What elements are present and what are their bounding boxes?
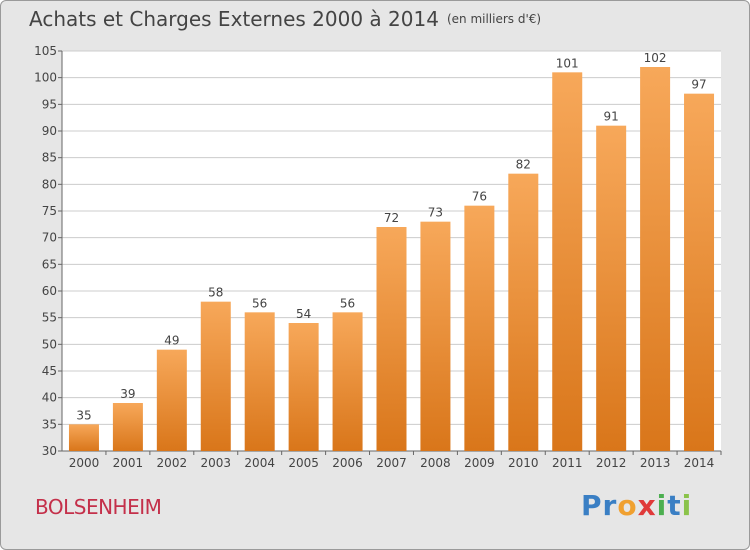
logo-letter: t <box>667 489 682 522</box>
data-label: 72 <box>384 211 399 225</box>
commune-name: BOLSENHEIM <box>35 495 162 519</box>
y-tick-label: 60 <box>42 284 57 298</box>
y-tick-label: 70 <box>42 231 57 245</box>
y-tick-label: 85 <box>42 151 57 165</box>
y-tick-label: 30 <box>42 444 57 458</box>
plot-area: 30 35 40 45 50 55 60 65 70 75 80 85 90 95 100 105 35 2000… <box>34 44 722 470</box>
data-label: 102 <box>644 51 667 65</box>
logo-letter: i <box>681 489 693 522</box>
chart-title: Achats et Charges Externes 2000 à 2014 (e… <box>29 7 541 31</box>
x-tick-label: 2001 <box>113 456 144 470</box>
x-tick-label: 2007 <box>376 456 407 470</box>
x-tick-label: 2004 <box>244 456 275 470</box>
x-tick-label: 2006 <box>332 456 363 470</box>
bar <box>112 403 143 451</box>
data-label: 54 <box>296 307 311 321</box>
data-label: 49 <box>164 334 179 348</box>
y-tick-label: 65 <box>42 257 57 271</box>
x-tick-label: 2012 <box>596 456 627 470</box>
x-tick-label: 2000 <box>69 456 100 470</box>
bar <box>200 301 231 451</box>
y-tick-label: 80 <box>42 177 57 191</box>
data-label: 91 <box>604 110 619 124</box>
data-label: 35 <box>76 408 91 422</box>
data-label: 101 <box>556 56 579 70</box>
bar <box>376 227 407 451</box>
data-label: 56 <box>340 296 355 310</box>
bar <box>684 93 715 452</box>
x-tick-label: 2009 <box>464 456 495 470</box>
data-label: 97 <box>691 78 706 92</box>
data-label: 76 <box>472 190 487 204</box>
x-tick-label: 2005 <box>288 456 319 470</box>
bar <box>640 67 671 451</box>
y-tick-label: 90 <box>42 124 57 138</box>
chart-unit: (en milliers d'€) <box>446 12 542 26</box>
logo-letter: o <box>617 489 638 522</box>
data-label: 82 <box>516 158 531 172</box>
bar <box>156 349 187 451</box>
x-tick-label: 2003 <box>200 456 231 470</box>
data-label: 58 <box>208 286 223 300</box>
bar <box>332 312 363 451</box>
bar <box>244 312 275 451</box>
x-tick-label: 2008 <box>420 456 451 470</box>
chart-title-text: Achats et Charges Externes 2000 à 2014 <box>29 7 439 31</box>
bar <box>464 205 495 451</box>
data-label: 73 <box>428 206 443 220</box>
y-tick-label: 75 <box>42 204 57 218</box>
y-tick-label: 100 <box>34 71 57 85</box>
bar <box>68 424 99 451</box>
logo-letter: i <box>656 489 668 522</box>
y-tick-label: 35 <box>42 417 57 431</box>
x-tick-label: 2014 <box>684 456 715 470</box>
bar <box>288 323 319 451</box>
y-tick-label: 45 <box>42 364 57 378</box>
bar <box>552 72 583 451</box>
bar <box>508 173 539 451</box>
y-tick-label: 105 <box>34 44 57 58</box>
x-tick-label: 2010 <box>508 456 539 470</box>
logo-letter: x <box>637 489 657 522</box>
y-tick-label: 50 <box>42 337 57 351</box>
x-tick-label: 2011 <box>552 456 583 470</box>
logo-letter: P <box>581 489 603 522</box>
y-tick-label: 95 <box>42 97 57 111</box>
data-label: 39 <box>120 387 135 401</box>
y-tick-label: 40 <box>42 391 57 405</box>
bar <box>420 221 451 451</box>
proxiti-logo: Proxiti <box>581 489 692 522</box>
logo-letter: r <box>602 489 618 522</box>
x-tick-label: 2013 <box>640 456 671 470</box>
x-tick-label: 2002 <box>157 456 188 470</box>
y-tick-label: 55 <box>42 311 57 325</box>
data-label: 56 <box>252 296 267 310</box>
bar <box>596 125 627 452</box>
